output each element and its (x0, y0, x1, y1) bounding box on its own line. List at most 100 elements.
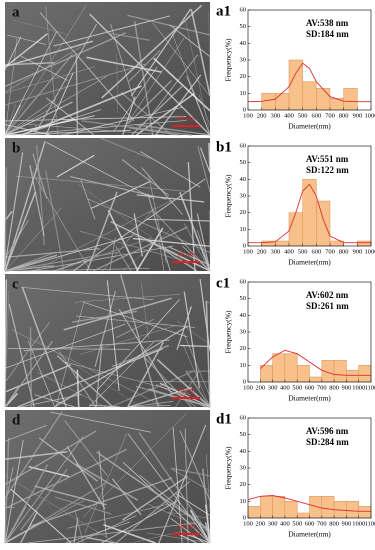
x-tick-label: 500 (298, 248, 308, 255)
fit-curve (259, 349, 371, 376)
fiber (32, 153, 48, 199)
fiber (116, 53, 118, 113)
y-tick-label: 0 (243, 378, 246, 385)
fiber (39, 12, 135, 122)
fiber (4, 98, 57, 136)
sem-image (5, 274, 210, 407)
bar (260, 365, 273, 383)
fiber (122, 475, 188, 521)
fiber (184, 17, 211, 136)
x-tick-label: 500 (292, 384, 302, 391)
fiber (130, 8, 192, 97)
fiber (193, 515, 211, 544)
fiber (35, 23, 98, 133)
fiber (4, 322, 50, 383)
bar (343, 88, 358, 111)
y-tick-label: 0 (243, 514, 246, 521)
fiber (179, 344, 211, 348)
fiber (38, 437, 99, 482)
fiber (4, 291, 10, 408)
x-tick-label: 600 (311, 248, 321, 255)
fiber (4, 66, 95, 94)
x-tick-label: 200 (257, 248, 267, 255)
fiber (54, 325, 189, 408)
bar (357, 240, 372, 247)
fiber (174, 492, 211, 516)
fiber (115, 480, 191, 544)
x-tick-label: 1000 (352, 384, 365, 391)
x-tick-label: 400 (284, 248, 294, 255)
fiber (26, 522, 199, 544)
fiber (27, 340, 56, 408)
fiber (4, 411, 63, 499)
fiber (4, 191, 37, 272)
fiber (127, 341, 164, 408)
fiber (4, 323, 126, 369)
fiber (148, 54, 198, 119)
x-tick-label: 900 (352, 112, 362, 119)
fiber (182, 344, 211, 408)
bar (302, 81, 317, 111)
fiber (111, 478, 142, 516)
fiber (4, 522, 41, 544)
chart-label: a1 (216, 3, 231, 19)
fiber (4, 437, 10, 544)
x-tick-label: 600 (305, 384, 315, 391)
fiber (34, 485, 107, 506)
fiber (4, 464, 49, 544)
y-tick-label: 30 (240, 192, 247, 199)
fiber (123, 37, 185, 130)
x-tick-label: 700 (325, 248, 335, 255)
x-tick-label: 800 (329, 520, 339, 527)
x-tick-label: 700 (317, 384, 327, 391)
fiber (4, 152, 24, 267)
fiber (205, 504, 211, 544)
annotation: AV:602 nm (306, 290, 349, 300)
fiber (98, 450, 107, 538)
fiber (208, 12, 211, 100)
fiber (94, 290, 116, 367)
fiber (172, 427, 183, 544)
fiber (135, 123, 211, 136)
x-tick-label: 900 (342, 520, 352, 527)
fiber (158, 424, 207, 544)
fiber (7, 348, 131, 350)
fiber (83, 301, 188, 338)
sem-image (5, 410, 210, 543)
fiber (4, 207, 62, 272)
y-tick-label: 60 (240, 278, 247, 285)
fiber (120, 91, 172, 136)
fiber (115, 318, 155, 339)
fiber (89, 13, 211, 136)
x-tick-label: 900 (352, 248, 362, 255)
x-tick-label: 1100 (365, 520, 375, 527)
fiber (169, 24, 211, 58)
fiber (148, 175, 167, 264)
x-tick-label: 1000 (365, 248, 375, 255)
panel-label: a (12, 4, 20, 20)
fiber (136, 92, 195, 136)
x-tick-label: 300 (268, 520, 278, 527)
x-tick-label: 200 (255, 520, 265, 527)
fiber (196, 229, 211, 272)
fiber (4, 32, 127, 87)
fiber (8, 303, 35, 408)
fiber (4, 450, 68, 461)
fiber (4, 118, 76, 136)
y-tick-label: 0 (243, 106, 246, 113)
fiber (21, 286, 154, 301)
x-tick-label: 100 (243, 248, 253, 255)
fiber (141, 167, 183, 215)
fiber (107, 209, 139, 272)
y-tick-label: 10 (240, 226, 247, 233)
fit-curve (248, 183, 371, 244)
fit-curve (247, 495, 371, 512)
fiber (4, 38, 18, 136)
y-tick-label: 40 (240, 312, 247, 319)
fiber (155, 74, 202, 136)
fiber (95, 343, 103, 408)
fiber (58, 351, 96, 408)
fiber (208, 209, 211, 256)
fiber (4, 475, 116, 544)
fiber (34, 394, 75, 408)
